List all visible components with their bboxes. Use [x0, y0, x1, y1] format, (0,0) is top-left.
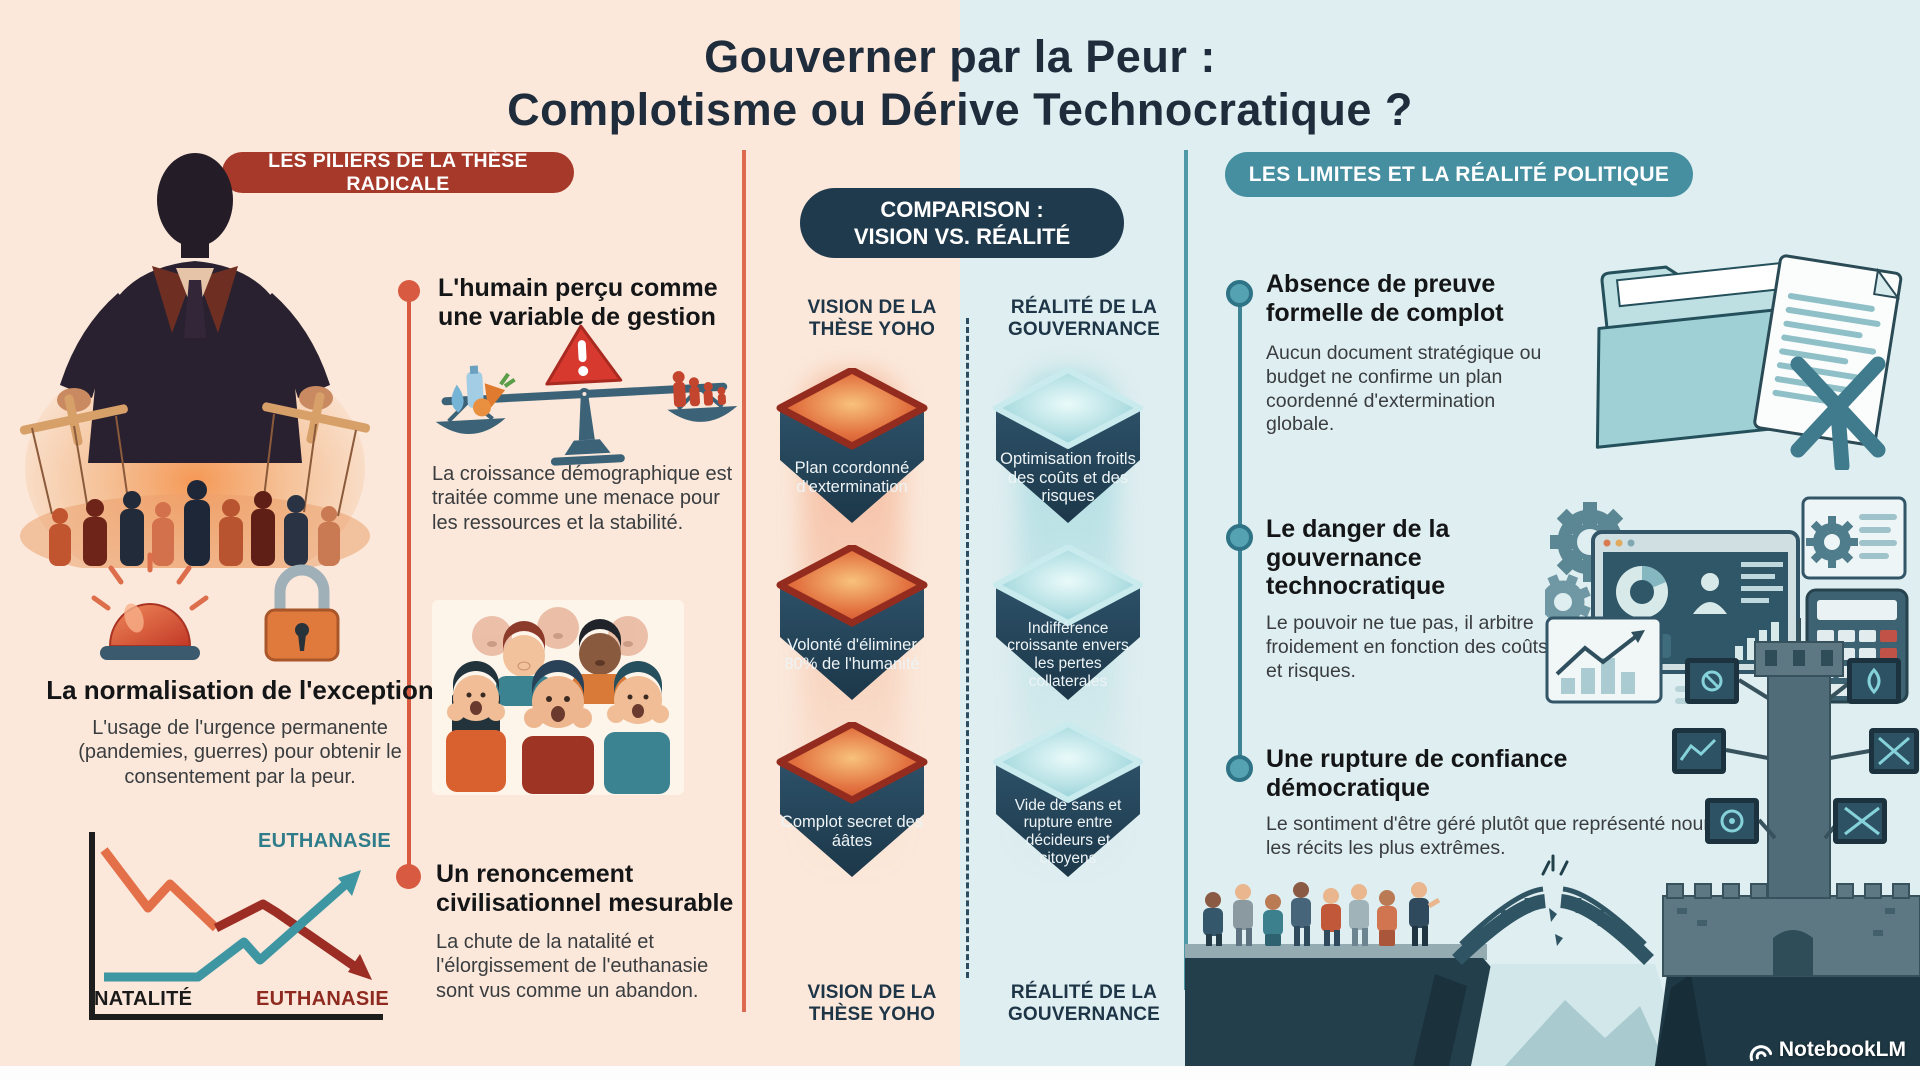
title-line2: Complotisme ou Dérive Technocratique ? [507, 84, 1413, 136]
realite-item-3: Vide de sans et rupture entre décideurs … [1014, 796, 1122, 867]
realite-diamond-3: Vide de sans et rupture entre décideurs … [992, 721, 1144, 877]
middle-dashed-divider [966, 318, 969, 978]
left-section1-body: La croissance démographique est traitée … [432, 463, 733, 534]
vision-item-2: Volonté d'éliminer 80% de l'humanité [784, 636, 920, 673]
left-section3-body: La chute de la natalité et l'élorgisseme… [436, 931, 709, 1002]
left-column-header: LES PILIERS DE LA THÈSE RADICALE [268, 149, 528, 195]
right-section3-heading: Une rupture de confiance démocratique [1266, 745, 1568, 802]
bottom-white-strip [0, 1066, 1920, 1080]
middle-header-line2: VISION VS. RÉALITÉ [853, 224, 1071, 249]
divider-left-middle [742, 150, 746, 1012]
chart-label-euthanasie-down: EUTHANASIE [255, 988, 389, 1010]
title-line1: Gouverner par la Peur : [704, 31, 1216, 82]
crack-icon [1541, 854, 1569, 876]
worried-crowd-illustration [432, 600, 684, 795]
realite-column-label-top: RÉALITÉ DE LA GOUVERNANCE [1007, 297, 1161, 340]
left-section1-heading: L'humain perçu comme une variable de ges… [438, 274, 718, 331]
natality-chart-lines [89, 832, 383, 1020]
left-section2-heading: La normalisation de l'exception [46, 675, 434, 705]
person-icon [1701, 573, 1719, 591]
vision-item-1: Plan ccordonné d'extermination [794, 459, 910, 496]
right-bullet-2 [1226, 524, 1253, 551]
broken-bridge [1452, 854, 1654, 966]
gear-mini-icon [1806, 516, 1858, 568]
left-timeline-line [407, 292, 411, 870]
vision-diamond-2: Volonté d'éliminer 80% de l'humanité [776, 543, 928, 700]
broken-bridge-scene [1185, 618, 1920, 1066]
chart-label-natalite: NATALITÉ [94, 988, 193, 1010]
balance-scale-icon [435, 324, 738, 466]
realite-column-label-bottom: RÉALITÉ DE LA GOUVERNANCE [1007, 982, 1161, 1025]
puppet-master-illustration [19, 153, 371, 568]
right-column-header-pill: LES LIMITES ET LA RÉALITÉ POLITIQUE [1225, 152, 1693, 197]
right-section1-body: Aucun document stratégique ou budget ne … [1266, 342, 1542, 436]
right-section1-heading: Absence de preuve formelle de complot [1266, 270, 1504, 327]
left-column-header-pill: LES PILIERS DE LA THÈSE RADICALE [222, 149, 574, 195]
middle-header-pill: COMPARISON : VISION VS. RÉALITÉ [800, 188, 1124, 258]
crowd-silhouettes [49, 480, 340, 566]
citizens-group [1203, 882, 1441, 946]
page-title: Gouverner par la Peur : Complotisme ou D… [300, 30, 1620, 136]
watermark-label: NotebookLM [1778, 1038, 1906, 1061]
right-bullet-1 [1226, 280, 1253, 307]
padlock-icon [264, 564, 340, 662]
siren-icon [91, 552, 209, 660]
vision-item-3: Complot secret des áâtes [780, 813, 924, 850]
gear-small-icon [1545, 574, 1591, 630]
right-section2-heading: Le danger de la gouvernance technocratiq… [1266, 515, 1450, 600]
fortress-tower [1767, 669, 1831, 899]
right-section3-body: Le sontiment d'être géré plutôt que repr… [1266, 813, 1727, 859]
notebooklm-logo-icon [1749, 1045, 1772, 1061]
vision-column-label-top: VISION DE LA THÈSE YOHO [807, 297, 937, 340]
trend-arrow-icon [1555, 632, 1641, 676]
left-section3-heading: Un renoncement civilisationnel mesurable [436, 860, 734, 917]
natality-chart: EUTHANASIE NATALITÉ EUTHANASIE [58, 820, 393, 1065]
realite-item-1: Optimisation froitls des coûts et des ri… [1000, 449, 1136, 506]
right-bullet-3 [1226, 755, 1253, 782]
vision-diamond-3: Complot secret des áâtes [776, 720, 928, 877]
x-mark-icon [1790, 356, 1886, 470]
vision-column-label-bottom: VISION DE LA THÈSE YOHO [807, 982, 937, 1025]
divider-middle-right [1184, 150, 1188, 990]
chart-label-euthanasie-up: EUTHANASIE [257, 830, 391, 852]
left-bullet-3 [396, 864, 421, 889]
right-column-header: LES LIMITES ET LA RÉALITÉ POLITIQUE [1248, 162, 1670, 186]
right-section2-body: Le pouvoir ne tue pas, il arbitre froide… [1266, 612, 1548, 682]
realite-diamond-2: Indifférence croissante envers les perte… [992, 544, 1144, 700]
folder-documents-illustration [1595, 254, 1903, 470]
surveillance-screens [1672, 658, 1919, 844]
realite-item-2: Indifférence croissante envers les perte… [1007, 619, 1129, 690]
left-section2-body: L'usage de l'urgence permanente (pandemi… [78, 717, 402, 788]
realite-diamond-1: Optimisation froitls des coûts et des ri… [992, 367, 1144, 523]
left-bullet-1 [398, 280, 420, 302]
vision-diamond-1: Plan ccordonné d'extermination [776, 366, 928, 523]
notebooklm-watermark: NotebookLM [1746, 1038, 1906, 1062]
middle-header-line1: COMPARISON : [880, 196, 1044, 222]
